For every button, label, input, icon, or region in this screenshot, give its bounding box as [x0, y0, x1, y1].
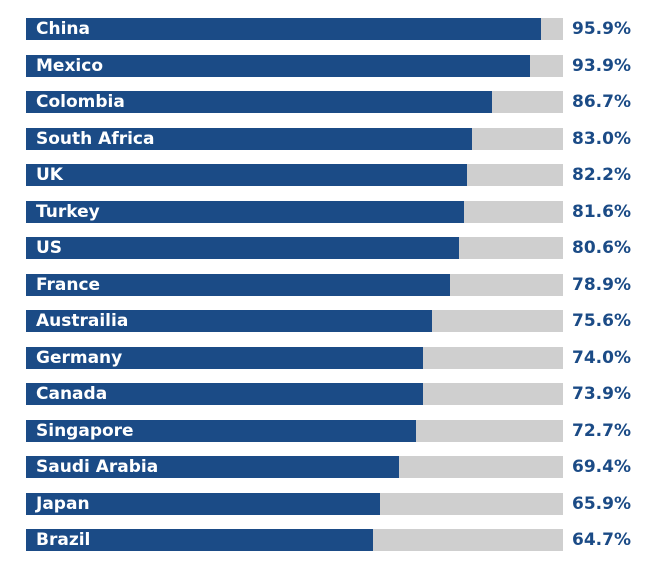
bar: UK: [26, 164, 468, 186]
bar: China: [26, 18, 541, 40]
bar-row: US 80.6%: [0, 237, 658, 259]
bar-track: UK: [26, 164, 563, 186]
bar: France: [26, 274, 450, 296]
value-label: 95.9%: [572, 19, 631, 39]
bar: Turkey: [26, 201, 465, 223]
value-label: 83.0%: [572, 129, 631, 149]
bar: Saudi Arabia: [26, 456, 399, 478]
category-label: Mexico: [36, 56, 103, 76]
bar-track: South Africa: [26, 128, 563, 150]
value-label: 74.0%: [572, 348, 631, 368]
bar: Japan: [26, 493, 380, 515]
bar-track: France: [26, 274, 563, 296]
bar-track: Colombia: [26, 91, 563, 113]
bar-track: Germany: [26, 347, 563, 369]
category-label: Canada: [36, 384, 108, 404]
category-label: France: [36, 275, 101, 295]
bar-track: Austrailia: [26, 310, 563, 332]
bar-track: Japan: [26, 493, 563, 515]
bar-track: Singapore: [26, 420, 563, 442]
bar-row: Austrailia 75.6%: [0, 310, 658, 332]
category-label: Brazil: [36, 530, 91, 550]
bar: US: [26, 237, 459, 259]
category-label: Singapore: [36, 421, 134, 441]
bar-row: Saudi Arabia 69.4%: [0, 456, 658, 478]
bar-row: China 95.9%: [0, 18, 658, 40]
category-label: China: [36, 19, 90, 39]
bar-row: South Africa 83.0%: [0, 128, 658, 150]
bar-row: Brazil 64.7%: [0, 529, 658, 551]
bar-row: Singapore 72.7%: [0, 420, 658, 442]
category-label: Turkey: [36, 202, 100, 222]
value-label: 72.7%: [572, 421, 631, 441]
bar: Mexico: [26, 55, 531, 77]
value-label: 73.9%: [572, 384, 631, 404]
bar-row: Turkey 81.6%: [0, 201, 658, 223]
bar-track: Brazil: [26, 529, 563, 551]
bar-track: Saudi Arabia: [26, 456, 563, 478]
category-label: UK: [36, 165, 63, 185]
value-label: 65.9%: [572, 494, 631, 514]
value-label: 75.6%: [572, 311, 631, 331]
bar-track: US: [26, 237, 563, 259]
category-label: Austrailia: [36, 311, 129, 331]
value-label: 78.9%: [572, 275, 631, 295]
bar: Canada: [26, 383, 423, 405]
value-label: 81.6%: [572, 202, 631, 222]
bar: Austrailia: [26, 310, 432, 332]
value-label: 64.7%: [572, 530, 631, 550]
value-label: 82.2%: [572, 165, 631, 185]
category-label: Colombia: [36, 92, 125, 112]
category-label: Saudi Arabia: [36, 457, 159, 477]
bar: Brazil: [26, 529, 374, 551]
bar-row: Canada 73.9%: [0, 383, 658, 405]
bar: Singapore: [26, 420, 417, 442]
bar-row: Colombia 86.7%: [0, 91, 658, 113]
value-label: 69.4%: [572, 457, 631, 477]
bar: South Africa: [26, 128, 472, 150]
bar-row: France 78.9%: [0, 274, 658, 296]
category-label: Germany: [36, 348, 123, 368]
bar-track: Canada: [26, 383, 563, 405]
value-label: 93.9%: [572, 56, 631, 76]
bar-track: Turkey: [26, 201, 563, 223]
category-label: Japan: [36, 494, 90, 514]
value-label: 80.6%: [572, 238, 631, 258]
value-label: 86.7%: [572, 92, 631, 112]
category-label: US: [36, 238, 63, 258]
category-label: South Africa: [36, 129, 155, 149]
bar-row: Japan 65.9%: [0, 493, 658, 515]
bar-row: Germany 74.0%: [0, 347, 658, 369]
bar-row: Mexico 93.9%: [0, 55, 658, 77]
bar-track: China: [26, 18, 563, 40]
bar-track: Mexico: [26, 55, 563, 77]
bar: Germany: [26, 347, 424, 369]
bar-row: UK 82.2%: [0, 164, 658, 186]
bar: Colombia: [26, 91, 492, 113]
